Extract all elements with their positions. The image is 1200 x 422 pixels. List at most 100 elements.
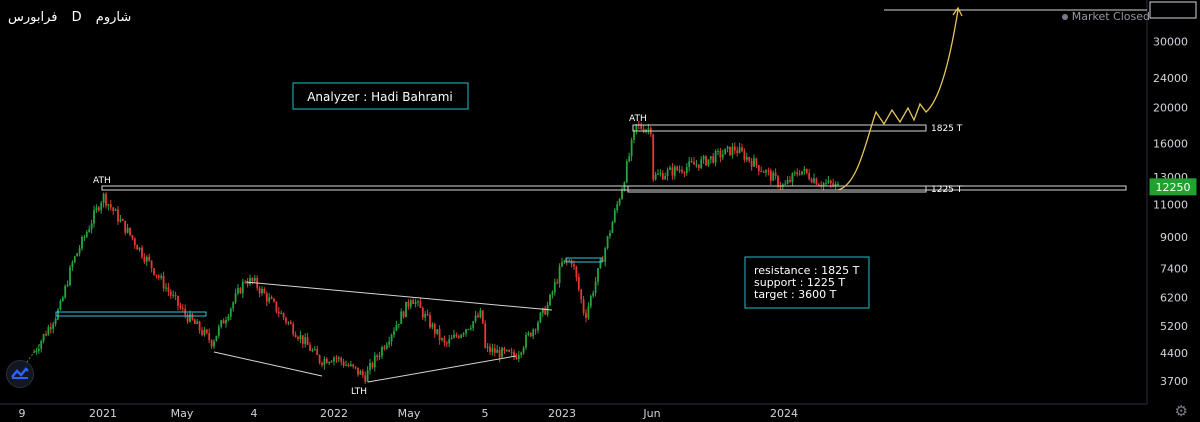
candle-body [402, 311, 405, 318]
candle-body [611, 222, 614, 233]
candle-body [426, 313, 429, 316]
price-tick-label: 30000 [1153, 36, 1188, 49]
candle-body [724, 148, 727, 155]
candle-body [66, 285, 69, 287]
candle-body [484, 323, 487, 348]
candle-body [745, 157, 748, 160]
candle-body [359, 371, 362, 375]
base-support-band [55, 311, 207, 317]
candle-body [280, 313, 283, 315]
candle-body [477, 315, 479, 318]
candle-body [88, 229, 91, 233]
candle-body [304, 337, 307, 344]
candle-body [76, 253, 79, 257]
candle-body [138, 247, 141, 250]
price-tick-label: 5200 [1160, 320, 1188, 333]
candle-body [635, 124, 638, 131]
candle-body [472, 321, 475, 329]
candle-body [517, 354, 520, 360]
interval-label[interactable]: D [71, 10, 82, 25]
candle-body [306, 337, 309, 345]
candle-body [647, 128, 650, 130]
time-tick-label: 2024 [770, 407, 798, 420]
candle-body [628, 156, 631, 162]
candle-body [95, 207, 98, 211]
candle-body [33, 352, 35, 354]
annotation-layer: ATH ATH LTH 1825 T 1225 T Analyzer : Hadi Bah… [55, 6, 1147, 397]
candle-body [421, 307, 424, 318]
candle-body [196, 321, 199, 324]
candle-body [265, 293, 268, 302]
price-tick-label: 3700 [1160, 375, 1188, 388]
candle-body [37, 348, 40, 351]
candle-body [457, 336, 460, 338]
candle-body [244, 281, 247, 283]
candle-body [241, 281, 244, 294]
support-zone [627, 185, 927, 193]
candle-body [489, 346, 491, 353]
candle-body [210, 340, 213, 347]
candle-body [69, 267, 71, 286]
time-axis[interactable]: 9 2021 May 4 2022 May 5 2023 Jun 2024 [19, 407, 799, 420]
price-tag-label: 12250 [1156, 181, 1191, 194]
candle-body [585, 312, 587, 318]
candle-body [505, 349, 508, 351]
candle-body [817, 184, 820, 186]
price-axis[interactable]: 3700440052006200740090001100013000160002… [1149, 1, 1197, 388]
candle-body [784, 183, 787, 185]
candle-body [805, 168, 808, 174]
candle-body [683, 172, 686, 174]
time-tick-label: May [171, 407, 194, 420]
candle-body [765, 170, 767, 173]
analyzer-box[interactable]: Analyzer : Hadi Bahrami [292, 82, 469, 110]
candle-body [625, 161, 628, 183]
candle-body [81, 236, 83, 249]
candle-body [354, 366, 357, 368]
last-price-tag: 12250 [1149, 178, 1197, 196]
gear-icon[interactable]: ⚙ [1174, 402, 1188, 420]
candle-body [697, 164, 700, 169]
candle-body [652, 134, 655, 180]
candle-body [685, 167, 688, 173]
candle-body [40, 340, 43, 349]
candle-body [582, 299, 585, 313]
candle-body [712, 156, 715, 163]
candle-body [661, 173, 664, 180]
ath-right-label: ATH [629, 114, 647, 124]
candle-body [563, 260, 566, 263]
candle-body [527, 332, 530, 335]
price-tick-label: 6200 [1160, 291, 1188, 304]
candle-body [522, 347, 525, 353]
candle-body [213, 341, 215, 347]
candle-body [143, 256, 146, 262]
candle-body [448, 339, 451, 344]
candle-body [73, 256, 76, 263]
upper-trendline [245, 281, 553, 311]
candle-body [335, 357, 338, 359]
candle-body [383, 347, 386, 349]
candle-body [292, 324, 295, 335]
candle-body [145, 256, 148, 262]
candle-body [234, 293, 237, 303]
candle-body [414, 302, 417, 304]
candle-body [575, 266, 578, 278]
candle-body [498, 349, 501, 358]
candle-body [174, 294, 177, 297]
candle-body [352, 364, 355, 367]
candle-body [469, 328, 472, 330]
candle-body [85, 232, 88, 237]
candle-body [133, 238, 136, 246]
tradingview-logo-icon[interactable] [6, 360, 34, 388]
ath-left-label: ATH [93, 176, 111, 186]
candle-body [349, 364, 352, 366]
candle-body [678, 169, 681, 171]
symbol-legend[interactable]: فرابورس D شاروم [8, 10, 141, 25]
candle-body [829, 180, 832, 184]
candle-body [503, 347, 506, 351]
candle-body [64, 285, 67, 298]
candle-body [654, 174, 657, 180]
candle-body [289, 322, 292, 325]
time-tick-label: May [398, 407, 421, 420]
